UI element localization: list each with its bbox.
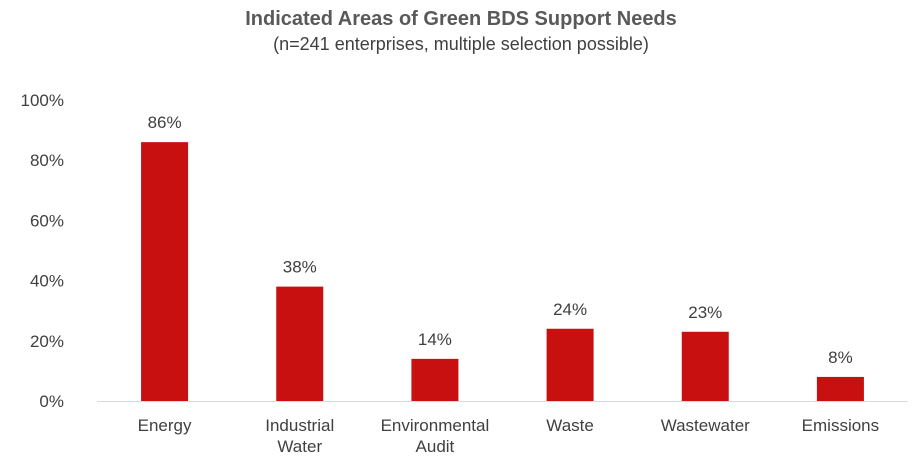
data-label: 24% [553,300,587,319]
bar [411,358,459,401]
x-axis: Energy Industrial Water Environmental Audit W… [97,401,908,456]
data-label: 38% [283,258,317,277]
bar [816,376,864,401]
y-tick-label: 20% [30,332,64,351]
x-tick-label: Industrial Water [265,416,334,456]
x-tick-label: Wastewater [661,416,750,435]
bar [681,331,729,401]
y-tick-label: 100% [21,91,64,110]
data-label: 86% [148,113,182,132]
x-tick-label: Environmental Audit [381,416,490,456]
y-tick-label: 40% [30,272,64,291]
chart-title: Indicated Areas of Green BDS Support Nee… [245,8,677,30]
y-tick-label: 60% [30,211,64,230]
bar [276,286,324,401]
bar [546,328,594,401]
y-tick-label: 80% [30,151,64,170]
data-label: 14% [418,330,452,349]
data-label: 8% [828,348,853,367]
bar [141,142,189,401]
x-tick-label: Waste [546,416,594,435]
y-axis: 0% 20% 40% 60% 80% 100% [21,91,64,411]
x-tick-label: Emissions [802,416,879,435]
bars: 86% 38% 14% 24% 23% 8% [141,113,864,401]
data-label: 23% [688,303,722,322]
chart-subtitle: (n=241 enterprises, multiple selection p… [273,34,649,54]
x-tick-label: Energy [138,416,192,435]
y-tick-label: 0% [39,392,64,411]
